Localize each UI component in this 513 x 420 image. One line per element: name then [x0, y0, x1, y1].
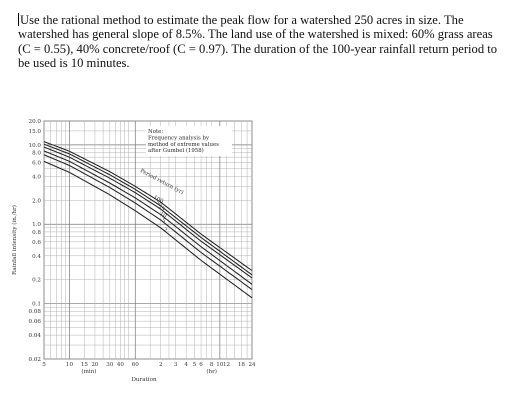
- x-tick-label-min: 60: [132, 362, 140, 368]
- y-tick-label: 20.0: [29, 119, 42, 125]
- note-line: after Gumbel (1958): [148, 147, 204, 154]
- series-line-10: [43, 150, 253, 285]
- x-tick-label-hr: 8: [210, 362, 214, 368]
- x-tick-label-hr: 4: [184, 362, 188, 368]
- y-tick-label: 6.0: [32, 160, 41, 166]
- x-tick-label-min: 15: [81, 362, 89, 368]
- y-tick-label: 0.4: [32, 254, 41, 260]
- series-line-50: [43, 143, 253, 276]
- curve-label-25: 25: [157, 204, 166, 213]
- x-tick-label-hr: 5: [193, 362, 197, 368]
- y-tick-label: 1.0: [32, 222, 41, 228]
- y-tick-label: 15.0: [29, 129, 42, 135]
- x-unit-min: (min): [81, 368, 96, 375]
- y-tick-label: 8.0: [32, 151, 41, 157]
- series-line-2: [43, 160, 253, 299]
- curve-label-50: 50: [154, 200, 163, 209]
- x-tick-label-min: 40: [117, 362, 125, 368]
- x-tick-label-hr: 3: [174, 362, 178, 368]
- y-tick-label: 0.02: [29, 357, 42, 363]
- x-tick-label-hr: 10: [216, 362, 224, 368]
- problem-statement: Use the rational method to estimate the …: [18, 13, 506, 71]
- curve-label-100: 100: [152, 195, 164, 205]
- curve-label-10: 10: [159, 211, 168, 220]
- x-tick-label-hr: 6: [199, 362, 203, 368]
- y-tick-label: 0.6: [32, 240, 41, 246]
- x-tick-label-hr: 2: [159, 362, 163, 368]
- y-tick-label: 2.0: [32, 198, 41, 204]
- x-tick-label-min: 20: [91, 362, 99, 368]
- series-line-25: [43, 146, 253, 279]
- y-tick-label: 0.08: [29, 309, 42, 315]
- series-line-100: [43, 141, 253, 272]
- curve-label-2: 2: [162, 227, 168, 234]
- text-cursor: [18, 13, 19, 26]
- y-tick-label: 0.1: [32, 302, 41, 308]
- note-line: Frequency analysis by: [148, 135, 210, 141]
- y-tick-label: 0.06: [29, 319, 42, 325]
- y-tick-label: 10.0: [29, 143, 42, 149]
- series-line-5: [43, 154, 253, 291]
- y-axis-label: Rainfall intensity (in./hr): [11, 205, 18, 275]
- x-tick-label-hr: 18: [238, 362, 246, 368]
- x-tick-label-min: 5: [42, 362, 46, 368]
- note-line: Note:: [148, 129, 163, 135]
- note-line: method of extreme values: [148, 142, 219, 148]
- curve-label-5: 5: [160, 218, 166, 225]
- note-background: [146, 126, 232, 156]
- y-tick-label: 0.2: [32, 278, 41, 284]
- y-tick-label: 0.04: [29, 333, 42, 339]
- problem-text: Use the rational method to estimate the …: [18, 13, 498, 71]
- y-tick-label: 4.0: [32, 174, 41, 180]
- y-tick-label: 0.8: [32, 230, 41, 236]
- x-tick-label-hr: 24: [248, 362, 256, 368]
- x-tick-label-min: 30: [106, 362, 114, 368]
- x-axis-label: Duration: [131, 377, 157, 383]
- x-tick-label-min: 10: [66, 362, 74, 368]
- x-tick-label-hr: 12: [223, 362, 231, 368]
- x-unit-hr: (hr): [206, 368, 217, 375]
